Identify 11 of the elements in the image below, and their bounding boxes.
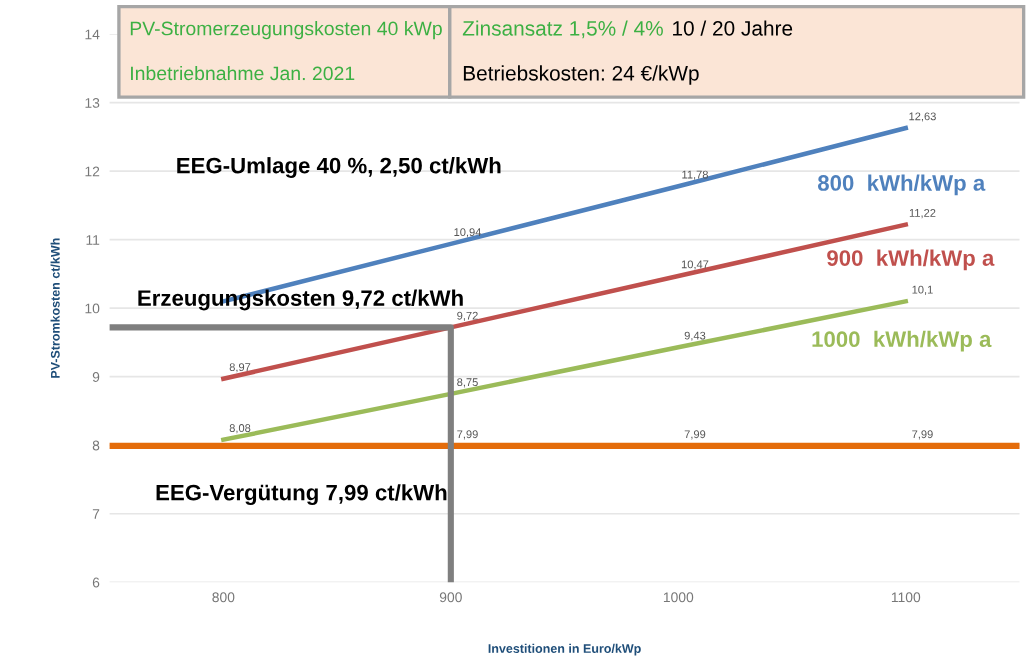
- series-label: 900 kWh/kWp a: [827, 249, 995, 271]
- annotation: Erzeugungskosten 9,72 ct/kWh: [138, 289, 463, 311]
- series-label: 800 kWh/kWp a: [817, 174, 986, 196]
- annotation: Inbetriebnahme Jan. 2021: [131, 65, 355, 81]
- annotation: Betriebskosten: 24 €/kWp: [463, 65, 699, 85]
- annotation: EEG-Vergütung 7,99 ct/kWh: [156, 484, 447, 505]
- annotation: Zinsansatz 1,5% / 4%: [462, 20, 663, 39]
- annotation: 10 / 20 Jahre: [673, 20, 793, 36]
- annotation: EEG-Umlage 40 %, 2,50 ct/kWh: [177, 157, 501, 178]
- series-label: 1000 kWh/kWp a: [812, 330, 992, 352]
- annotation: PV-Stromerzeugungskosten 40 kWp: [130, 21, 442, 40]
